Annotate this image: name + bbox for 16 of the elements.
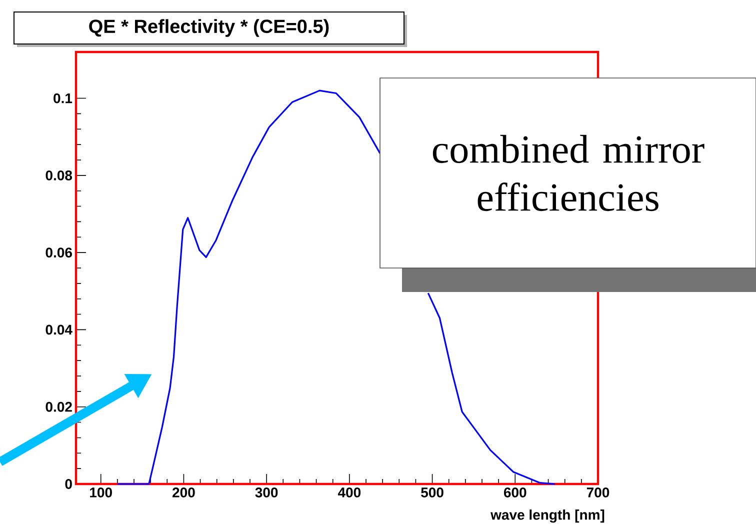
y-tick-label: 0.08 xyxy=(46,170,72,180)
y-tick-label: 0.04 xyxy=(46,324,72,335)
x-tick-label: 200 xyxy=(172,488,195,498)
x-tick-label: 500 xyxy=(421,488,444,498)
y-tick-label: 0 xyxy=(65,479,72,489)
y-tick-label: 0.02 xyxy=(46,402,72,412)
x-tick-label: 400 xyxy=(338,488,361,498)
x-tick-label: 700 xyxy=(586,488,610,498)
y-tick-label: 0.06 xyxy=(46,248,72,258)
x-tick-label: 100 xyxy=(90,488,112,498)
annotation: combined mirror efficiencies xyxy=(432,134,704,212)
x-tick-label: 600 xyxy=(504,488,526,498)
chart-title: QE * Reflectivity * (CE=0.5) xyxy=(89,19,329,37)
x-axis-title: wave length [nm] xyxy=(490,510,604,523)
y-tick-label: 0.1 xyxy=(54,93,72,104)
x-tick-label: 300 xyxy=(255,488,278,498)
